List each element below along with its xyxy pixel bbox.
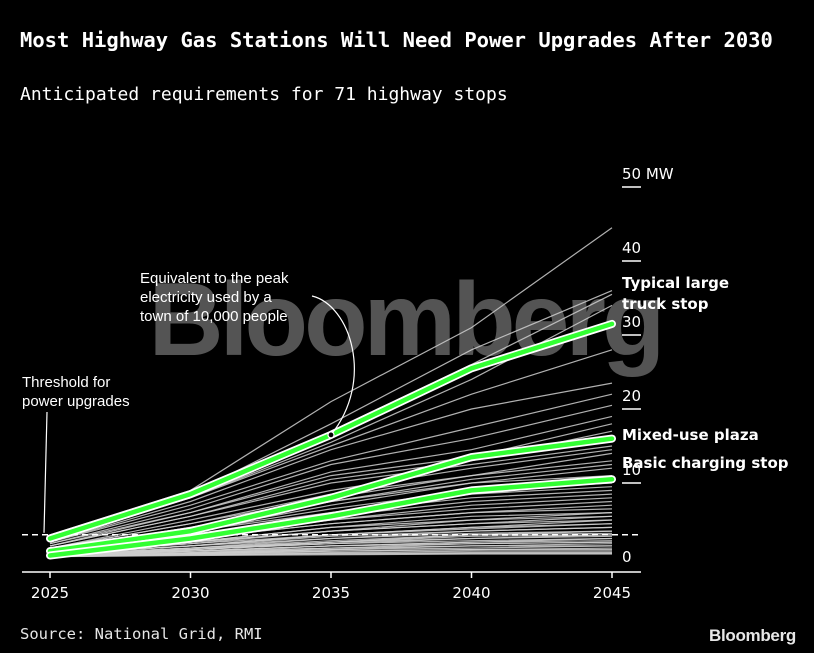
highlighted-series-line-3	[47, 477, 615, 558]
series-label-1: Typical large truck stop	[622, 274, 729, 313]
threshold-leader-line	[43, 411, 48, 533]
background-series-line-6	[49, 382, 613, 543]
series-labels-group: Typical large truck stop Mixed-use plaza Ba…	[622, 274, 789, 472]
background-series-line-8	[49, 404, 613, 545]
background-series-line-10	[49, 423, 613, 547]
x-tick-label-2030: 2030	[171, 584, 209, 602]
annotation-peak-electricity: Equivalent to the peak electricity used b…	[140, 270, 289, 325]
x-tick-label-2040: 2040	[452, 584, 490, 602]
y-tick-label-40: 40	[622, 239, 641, 257]
chart-title: Most Highway Gas Stations Will Need Powe…	[20, 28, 773, 52]
background-series-line-56	[49, 553, 612, 558]
background-series-line-7	[49, 393, 613, 543]
y-tick-label-20: 20	[622, 387, 641, 405]
series-label-3: Basic charging stop	[622, 454, 789, 472]
background-series-line-9	[49, 415, 613, 545]
x-tick-label-2045: 2045	[593, 584, 631, 602]
watermark: Bloomberg	[149, 262, 662, 378]
background-series-line-13	[49, 449, 613, 549]
bloomberg-logo: Bloomberg	[708, 626, 796, 645]
y-tick-label-30: 30	[622, 313, 641, 331]
source-note: Source: National Grid, RMI	[20, 625, 263, 643]
annotation-threshold: Threshold for power upgrades	[22, 374, 130, 410]
annotations-group: Equivalent to the peak electricity used b…	[22, 270, 355, 533]
background-series-line-43	[49, 537, 613, 557]
y-tick-label-10: 10	[622, 461, 641, 479]
annotation-arrow	[311, 295, 355, 436]
annotation-marker	[327, 431, 335, 439]
y-tick-label-0: 0	[622, 548, 632, 566]
x-tick-label-2035: 2035	[312, 584, 350, 602]
x-tick-label-2025: 2025	[31, 584, 69, 602]
background-series-line-12	[49, 445, 613, 547]
y-tick-label-50: 50 MW	[622, 165, 674, 183]
chart-subtitle: Anticipated requirements for 71 highway …	[20, 84, 508, 105]
series-label-2: Mixed-use plaza	[622, 426, 759, 444]
highlighted-series-line-2	[47, 436, 615, 554]
